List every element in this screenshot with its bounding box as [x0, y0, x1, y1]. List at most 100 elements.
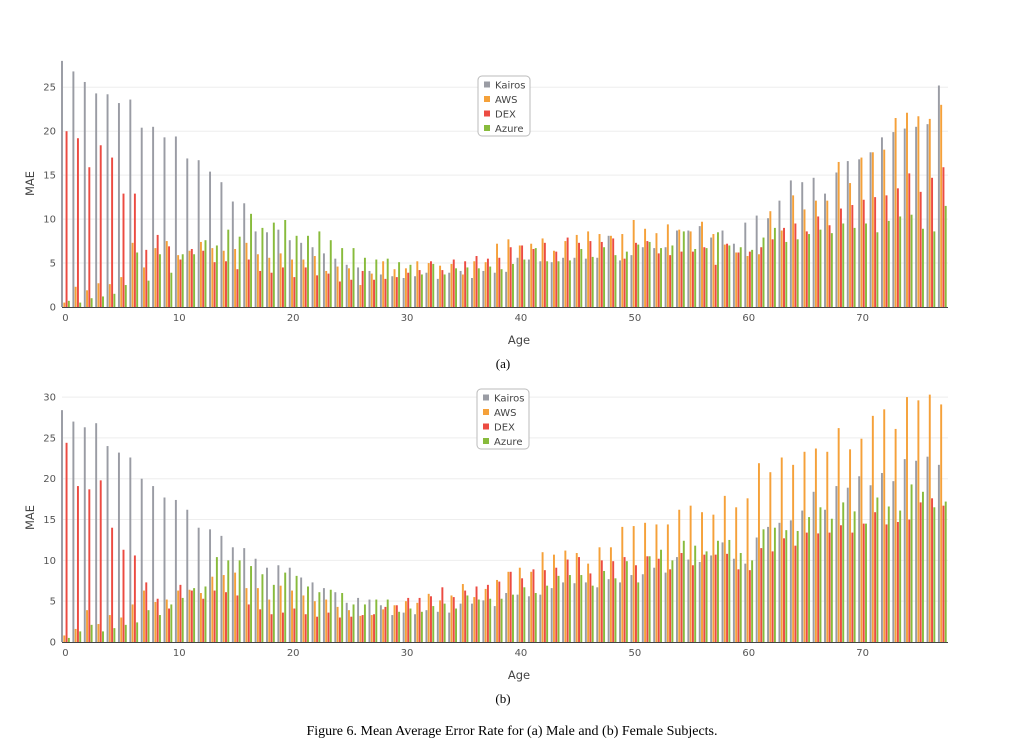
bar-aws: [940, 104, 943, 307]
bar-dex: [680, 553, 683, 642]
bar-azure: [603, 570, 606, 642]
bar-aws: [393, 605, 396, 642]
bar-azure: [944, 501, 947, 642]
bar-aws: [86, 610, 89, 642]
bar-dex: [259, 609, 262, 642]
bar-azure: [341, 248, 344, 307]
bar-aws: [336, 266, 339, 307]
bar-azure: [546, 585, 549, 642]
x-tick-label: 10: [173, 648, 186, 659]
bar-kairos: [186, 509, 189, 642]
bar-azure: [910, 484, 913, 642]
bar-dex: [111, 527, 114, 642]
bar-kairos: [539, 261, 542, 307]
bar-kairos: [220, 182, 223, 307]
bar-kairos: [744, 563, 747, 642]
bar-azure: [705, 551, 708, 642]
bar-kairos: [915, 126, 918, 308]
bar-dex: [338, 617, 341, 642]
bar-kairos: [835, 486, 838, 642]
bar-azure: [136, 622, 139, 642]
x-tick-label: 30: [401, 313, 414, 324]
bar-aws: [530, 243, 533, 307]
bar-dex: [578, 557, 580, 642]
bar-dex: [669, 255, 672, 307]
bar-azure: [637, 582, 640, 642]
bar-azure: [90, 624, 93, 642]
bar-aws: [917, 400, 920, 642]
bar-aws: [348, 610, 350, 642]
bar-azure: [728, 539, 731, 642]
bar-aws: [211, 576, 214, 642]
bar-azure: [819, 507, 822, 642]
bar-dex: [543, 570, 546, 642]
bar-azure: [751, 560, 754, 642]
bar-dex: [931, 177, 934, 307]
bar-aws: [199, 593, 202, 642]
bar-kairos: [584, 258, 587, 307]
bar-azure: [876, 232, 879, 307]
bar-aws: [826, 451, 829, 642]
bar-azure: [899, 216, 902, 307]
bar-dex: [726, 553, 729, 642]
bar-kairos: [357, 267, 360, 307]
bar-dex: [691, 565, 694, 642]
bar-azure: [329, 240, 332, 307]
bar-azure: [546, 261, 549, 307]
bar-kairos: [379, 605, 382, 642]
bar-kairos: [231, 547, 234, 642]
bar-kairos: [231, 201, 234, 307]
bar-aws: [837, 161, 840, 307]
legend-label-kairos: Kairos: [495, 81, 526, 92]
bar-aws: [222, 250, 225, 307]
bar-aws: [404, 601, 407, 642]
bar-aws: [735, 507, 738, 642]
bar-dex: [304, 267, 307, 307]
bar-dex: [817, 216, 820, 307]
bar-kairos: [619, 582, 621, 642]
bar-kairos: [573, 257, 576, 307]
bar-azure: [899, 510, 902, 642]
bar-azure: [830, 233, 833, 307]
bar-dex: [133, 193, 136, 307]
bar-aws: [404, 268, 407, 307]
bar-dex: [919, 502, 922, 642]
bar-kairos: [334, 258, 337, 307]
bar-azure: [785, 530, 788, 642]
bar-kairos: [61, 60, 63, 308]
bar-aws: [416, 602, 419, 642]
bar-aws: [461, 584, 464, 642]
bar-azure: [215, 557, 218, 642]
bar-aws: [427, 263, 430, 307]
bar-dex: [817, 533, 820, 642]
bar-kairos: [721, 542, 724, 642]
bar-aws: [63, 302, 66, 307]
bar-azure: [842, 223, 845, 307]
bar-azure: [113, 293, 116, 307]
bar-aws: [382, 261, 385, 307]
x-tick-label: 50: [628, 648, 641, 659]
legend-label-azure: Azure: [495, 124, 523, 135]
bar-aws: [199, 241, 202, 307]
bar-dex: [680, 251, 683, 307]
bar-azure: [557, 261, 560, 307]
bar-azure: [79, 302, 82, 307]
bar-aws: [666, 524, 669, 642]
bar-azure: [250, 213, 253, 307]
bar-azure: [375, 599, 378, 642]
bar-kairos: [482, 600, 485, 642]
bar-kairos: [505, 271, 508, 307]
y-tick-label: 0: [50, 638, 56, 649]
bar-aws: [461, 274, 464, 307]
bar-azure: [728, 245, 731, 307]
bar-aws: [507, 239, 510, 307]
bar-aws: [177, 590, 180, 642]
bar-kairos: [471, 277, 473, 307]
bar-aws: [393, 269, 396, 307]
bar-kairos: [311, 247, 314, 307]
y-tick-label: 15: [43, 171, 56, 182]
x-tick-label: 60: [742, 313, 755, 324]
bar-aws: [746, 256, 749, 307]
bar-dex: [521, 578, 524, 642]
bar-aws: [143, 590, 145, 642]
